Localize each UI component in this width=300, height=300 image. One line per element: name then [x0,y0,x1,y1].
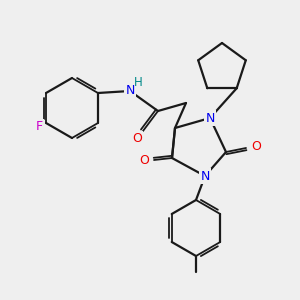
Text: N: N [125,85,135,98]
Text: O: O [132,133,142,146]
Text: N: N [205,112,215,124]
Text: N: N [200,169,210,182]
Text: F: F [35,121,43,134]
Text: H: H [134,76,142,88]
Text: O: O [251,140,261,152]
Text: O: O [139,154,149,166]
